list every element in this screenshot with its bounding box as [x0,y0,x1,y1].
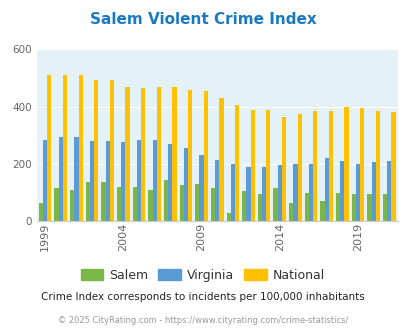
Bar [328,111,332,221]
Bar [63,75,67,221]
Bar [367,194,371,221]
Bar [343,107,348,221]
Bar [273,188,277,221]
Bar [156,87,160,221]
Bar [230,164,234,221]
Bar [168,144,172,221]
Bar [351,194,355,221]
Bar [261,167,266,221]
Text: © 2025 CityRating.com - https://www.cityrating.com/crime-statistics/: © 2025 CityRating.com - https://www.city… [58,316,347,325]
Bar [43,140,47,221]
Bar [152,140,156,221]
Text: Salem Violent Crime Index: Salem Violent Crime Index [90,12,315,26]
Bar [94,80,98,221]
Bar [39,203,43,221]
Bar [179,185,183,221]
Bar [304,192,308,221]
Bar [188,89,192,221]
Bar [210,188,215,221]
Bar [47,75,51,221]
Bar [288,203,292,221]
Bar [74,137,78,221]
Bar [339,161,343,221]
Bar [277,165,281,221]
Bar [386,161,390,221]
Bar [70,190,74,221]
Bar [219,98,223,221]
Bar [90,141,94,221]
Bar [281,117,286,221]
Bar [335,192,339,221]
Bar [246,167,250,221]
Bar [355,164,359,221]
Bar [54,188,59,221]
Bar [250,110,254,221]
Bar [312,111,317,221]
Bar [266,110,270,221]
Bar [241,191,246,221]
Bar [172,87,176,221]
Bar [324,158,328,221]
Bar [292,164,297,221]
Bar [125,87,129,221]
Bar [320,201,324,221]
Bar [226,213,230,221]
Bar [136,140,141,221]
Text: Crime Index corresponds to incidents per 100,000 inhabitants: Crime Index corresponds to incidents per… [41,292,364,302]
Bar [375,111,379,221]
Bar [199,155,203,221]
Legend: Salem, Virginia, National: Salem, Virginia, National [75,264,330,287]
Bar [85,182,90,221]
Bar [234,105,239,221]
Bar [390,113,394,221]
Bar [382,194,386,221]
Bar [101,182,105,221]
Bar [359,108,363,221]
Bar [110,80,114,221]
Bar [203,91,207,221]
Bar [297,114,301,221]
Bar [59,137,63,221]
Bar [121,143,125,221]
Bar [105,141,110,221]
Bar [141,88,145,221]
Bar [78,75,83,221]
Bar [257,194,261,221]
Bar [164,180,168,221]
Bar [215,160,219,221]
Bar [148,190,152,221]
Bar [117,187,121,221]
Bar [308,164,312,221]
Bar [195,184,199,221]
Bar [183,148,188,221]
Bar [371,162,375,221]
Bar [132,187,136,221]
